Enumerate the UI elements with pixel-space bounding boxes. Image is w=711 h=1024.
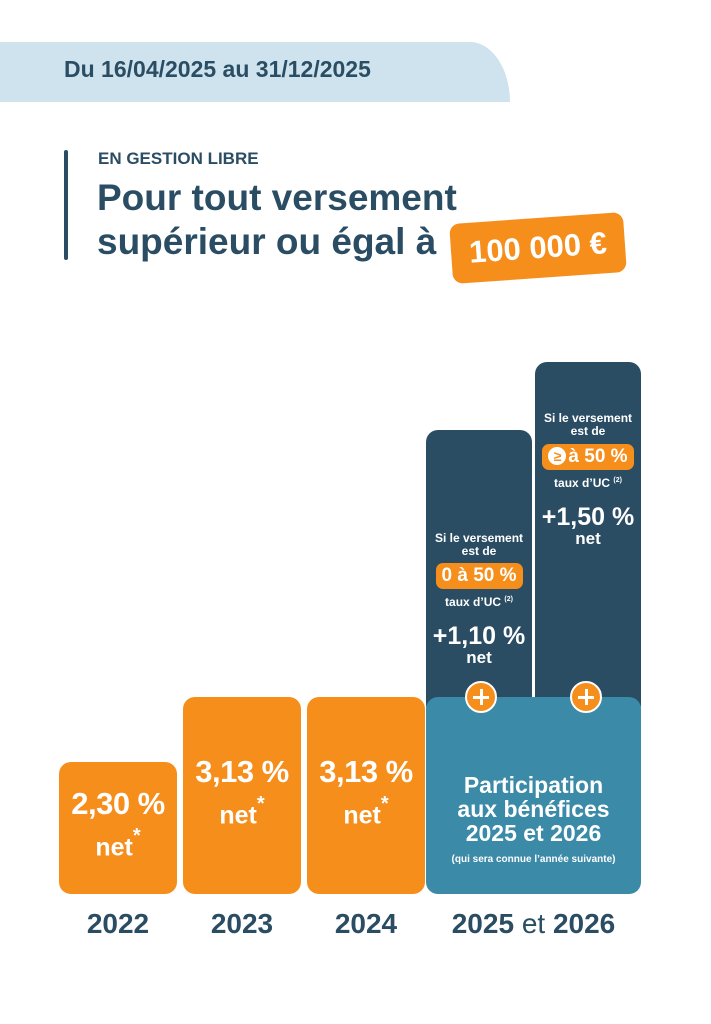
bar-unit-label: net* [95, 825, 141, 862]
year-label-2022: 2022 [86, 908, 150, 939]
bar-value-label: 2,30 % [71, 786, 165, 821]
participation-subtitle: (qui sera connue l’année suivante) [451, 854, 616, 865]
bonus-condition-text: Si le versement est de [434, 531, 524, 558]
bonus-uc-label: taux d’UC (2) [445, 595, 513, 609]
year-label-2024: 2024 [334, 908, 398, 939]
heading-accent-bar [64, 150, 68, 260]
bar-2022: 2,30 % net* [59, 762, 177, 894]
bonus-bar-ge-50: Si le versement est de ≥ à 50 % taux d’UC… [535, 362, 641, 717]
bonus-rate-label: +1,50 % [541, 503, 635, 531]
heading-kicker: EN GESTION LIBRE [98, 149, 259, 168]
bonus-rate-label: +1,10 % [432, 622, 526, 650]
bonus-unit-label: net [466, 648, 492, 667]
year-label-2023: 2023 [210, 908, 274, 939]
bonus-range-pill: 0 à 50 % [435, 563, 523, 589]
bonus-condition-text: Si le versement est de [543, 411, 633, 438]
bar-unit-label: net* [219, 792, 265, 829]
bar-unit-label: net* [343, 792, 389, 829]
greater-equal-icon: ≥ [548, 447, 567, 465]
headline-line-2: supérieur ou égal à [97, 221, 437, 262]
year-label-2025-2026: 2025 et 2026 [451, 908, 616, 939]
bonus-bar-0-50: Si le versement est de 0 à 50 % taux d’U… [426, 430, 532, 717]
bar-2024: 3,13 % net* [307, 697, 425, 894]
bar-2023: 3,13 % net* [183, 697, 301, 894]
amount-badge: 100 000 € [449, 212, 627, 284]
period-text: Du 16/04/2025 au 31/12/2025 [64, 56, 371, 82]
participation-title: Participation aux bénéfices 2025 et 2026 [457, 772, 610, 846]
bonus-range-pill: ≥ à 50 % [542, 444, 634, 470]
period-banner [0, 42, 510, 102]
headline-line-1: Pour tout versement [97, 177, 457, 218]
plus-icon [465, 681, 497, 713]
headline: Pour tout versement supérieur ou égal à [97, 176, 457, 264]
participation-block: Participation aux bénéfices 2025 et 2026… [426, 697, 641, 894]
bar-value-label: 3,13 % [319, 753, 413, 789]
bar-value-label: 3,13 % [195, 753, 289, 789]
bonus-uc-label: taux d’UC (2) [554, 476, 622, 490]
bonus-unit-label: net [575, 529, 601, 548]
plus-icon [570, 681, 602, 713]
